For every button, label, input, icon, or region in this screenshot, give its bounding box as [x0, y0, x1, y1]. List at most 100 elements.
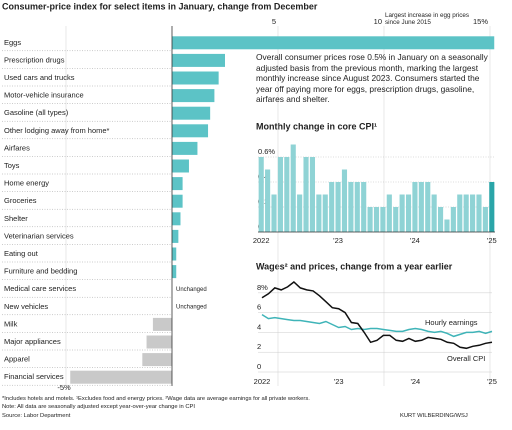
x-tick-label: '23 [334, 377, 344, 386]
value-label: Unchanged [176, 287, 207, 293]
category-label: Financial services [4, 372, 64, 381]
bar [172, 89, 215, 103]
category-label: New vehicles [4, 302, 48, 311]
category-label: Veterinarian services [4, 231, 74, 240]
bar [172, 36, 495, 50]
bar [290, 144, 296, 232]
category-label: Prescription drugs [4, 55, 65, 64]
category-label: Home energy [4, 179, 49, 188]
category-label: Medical care services [4, 284, 76, 293]
line-series [261, 281, 493, 350]
x-tick-label: '23 [333, 236, 343, 245]
bar [172, 53, 225, 67]
x-tick-label: '24 [410, 236, 420, 245]
bar [172, 229, 179, 243]
bar [367, 207, 373, 232]
x-tick-label: '24 [410, 377, 420, 386]
legend-label: Hourly earnings [425, 318, 478, 327]
bar [70, 370, 172, 384]
bar [348, 182, 354, 232]
x-tick-label: 10 [374, 17, 382, 26]
bar [489, 182, 495, 232]
bar [152, 317, 172, 331]
bar [393, 207, 399, 232]
x-tick-label: 2022 [254, 377, 271, 386]
category-label: Shelter [4, 214, 28, 223]
chart-title: Consumer-price index for select items in… [2, 1, 318, 11]
bar [476, 194, 482, 232]
bar [335, 182, 341, 232]
bar [322, 194, 328, 232]
category-label: Eating out [4, 249, 39, 258]
bar [172, 124, 209, 138]
bar [386, 194, 392, 232]
y-tick-label: 6 [257, 303, 261, 312]
credit: KURT WILBERDING/WSJ [400, 413, 468, 419]
category-label: Furniture and bedding [4, 267, 77, 276]
x-tick-label: '25 [487, 236, 497, 245]
bar [303, 157, 309, 232]
bar [172, 71, 219, 85]
category-label: Eggs [4, 38, 21, 47]
category-label: Toys [4, 161, 20, 170]
footnote: *Includes hotels and motels. ¹Excludes f… [2, 396, 310, 402]
annotation: Largest increase in egg prices since Jun… [385, 12, 470, 26]
category-label: Major appliances [4, 337, 61, 346]
legend-label: Overall CPI [447, 354, 485, 363]
bar [172, 106, 211, 120]
category-label: Airfares [4, 143, 30, 152]
bar [482, 207, 488, 232]
bar [172, 212, 181, 226]
bar [172, 177, 183, 191]
bar [316, 194, 322, 232]
bar [444, 219, 450, 232]
bar [142, 353, 172, 367]
bar [425, 182, 431, 232]
footnote: Note: All data are seasonally adjusted e… [2, 404, 196, 410]
bar [399, 194, 405, 232]
category-label: Groceries [4, 196, 37, 205]
y-tick-label: 8% [257, 283, 268, 292]
bar [373, 207, 380, 232]
bar [431, 194, 437, 232]
bar [418, 182, 424, 232]
category-label: Used cars and trucks [4, 73, 75, 82]
bar [172, 247, 177, 261]
bar [258, 157, 264, 232]
category-label: Apparel [4, 355, 30, 364]
value-label: Unchanged [176, 304, 207, 310]
category-label: Motor-vehicle insurance [4, 91, 84, 100]
x-tick-label: 15% [473, 17, 488, 26]
bar [297, 194, 303, 232]
bar [437, 207, 444, 232]
bar [354, 182, 360, 232]
bar [309, 157, 316, 232]
bar [172, 194, 183, 208]
bar [172, 159, 189, 173]
x-tick-label: 2022 [253, 236, 270, 245]
bar [412, 182, 418, 232]
body-text: Overall consumer prices rose 0.5% in Jan… [256, 52, 488, 104]
bar [457, 194, 463, 232]
bar [284, 157, 290, 232]
bar [271, 194, 277, 232]
bar [265, 169, 271, 232]
chart-title: Monthly change in core CPI¹ [256, 121, 377, 131]
x-tick-label: -5% [57, 383, 71, 392]
x-tick-label: '25 [487, 377, 497, 386]
bar [361, 182, 367, 232]
bar [146, 335, 172, 349]
x-tick-label: 5 [272, 17, 276, 26]
line-series [261, 313, 493, 338]
bar [172, 141, 198, 155]
y-tick-label: 2 [257, 342, 261, 351]
bar [329, 182, 335, 232]
bar [450, 207, 456, 232]
bar [277, 157, 283, 232]
bar [463, 194, 469, 232]
bar [470, 194, 476, 232]
bar [380, 207, 386, 232]
source: Source: Labor Department [2, 413, 71, 419]
bar [172, 265, 177, 279]
